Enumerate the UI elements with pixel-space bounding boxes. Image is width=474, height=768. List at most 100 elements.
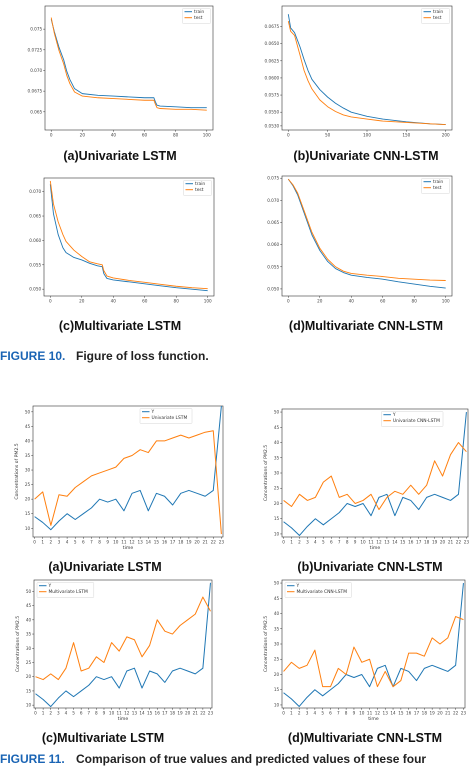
pred-multi-cnn-lstm-ytick-label: 45 bbox=[274, 596, 280, 601]
pred-uni-cnn-lstm-ytick-label: 40 bbox=[274, 440, 280, 445]
pred-multi-lstm-xtick-label: 0 bbox=[34, 711, 37, 716]
pred-uni-cnn-lstm-legend-label: Y bbox=[392, 412, 396, 418]
pred-multi-lstm-xtick-label: 1 bbox=[42, 711, 45, 716]
figure10-label: FIGURE 10. bbox=[0, 349, 65, 363]
pred-uni-lstm-xtick-label: 9 bbox=[106, 540, 109, 545]
pred-multi-cnn-lstm-xlabel: time bbox=[368, 716, 379, 722]
loss-uni-cnn-lstm-legend-box bbox=[421, 8, 450, 24]
pred-uni-lstm-xtick-label: 19 bbox=[186, 540, 192, 545]
pred-uni-lstm-series-blue-line bbox=[34, 406, 222, 531]
pred-multi-lstm-xtick-label: 16 bbox=[155, 711, 161, 716]
pred-multi-cnn-lstm-ytick-label: 25 bbox=[274, 657, 280, 662]
pred-multi-cnn-lstm-xtick-label: 15 bbox=[398, 711, 404, 716]
pred-uni-lstm-xtick-label: 22 bbox=[211, 540, 217, 545]
loss-uni-cnn-lstm-ytick-label: 0.0625 bbox=[265, 58, 280, 63]
pred-multi-cnn-lstm-xtick-label: 5 bbox=[321, 711, 324, 716]
pred-uni-lstm-xtick-label: 0 bbox=[33, 540, 36, 545]
pred-uni-cnn-lstm-ytick-label: 15 bbox=[274, 516, 280, 521]
pred-uni-lstm-ylabel: Concentrations of PM2.5 bbox=[14, 443, 20, 499]
pred-uni-cnn-lstm-plot-frame bbox=[281, 408, 469, 538]
pred-multi-cnn-lstm-ytick-label: 50 bbox=[274, 581, 280, 586]
loss-uni-lstm-xtick-label: 20 bbox=[80, 133, 86, 138]
loss-uni-cnn-lstm-ytick-label: 0.0675 bbox=[265, 24, 280, 29]
pred-multi-lstm-series-orange-line bbox=[35, 596, 211, 681]
pred-multi-lstm-ytick-label: 20 bbox=[26, 674, 32, 679]
pred-multi-lstm-xtick-label: 10 bbox=[109, 711, 115, 716]
pred-multi-lstm-xtick-label: 4 bbox=[65, 711, 68, 716]
pred-uni-cnn-lstm-xtick-label: 17 bbox=[416, 540, 422, 545]
figure11-label: FIGURE 11. bbox=[0, 752, 65, 766]
loss-uni-cnn-lstm-ytick-label: 0.0600 bbox=[265, 75, 280, 80]
pred-multi-lstm-plot-frame bbox=[33, 579, 213, 709]
pred-uni-cnn-lstm-legend-label: Univariate CNN-LSTM bbox=[393, 418, 440, 424]
loss-uni-cnn-lstm-ytick-label: 0.0550 bbox=[265, 110, 280, 115]
pred-multi-cnn-lstm-xtick-label: 20 bbox=[437, 711, 443, 716]
pred-multi-cnn-lstm-ytick-label: 20 bbox=[274, 672, 280, 677]
pred-multi-cnn-lstm-xtick-label: 18 bbox=[422, 711, 428, 716]
loss-uni-cnn-lstm-xtick-label: 100 bbox=[363, 133, 371, 138]
loss-multi-lstm-legend-label: train bbox=[195, 181, 205, 187]
pred-uni-cnn-lstm-xlabel: time bbox=[370, 545, 381, 551]
pred-multi-cnn-lstm-xtick-label: 3 bbox=[306, 711, 309, 716]
pred-uni-cnn-lstm-xtick-label: 12 bbox=[376, 540, 382, 545]
pred-uni-lstm-xtick-label: 5 bbox=[74, 540, 77, 545]
pred-uni-lstm-xtick-label: 23 bbox=[219, 540, 225, 545]
pred-multi-lstm-ytick-label: 50 bbox=[26, 589, 32, 594]
pred-uni-cnn-lstm-series-blue-line bbox=[283, 412, 467, 536]
pred-uni-lstm-xtick-label: 4 bbox=[66, 540, 69, 545]
pred-uni-cnn-lstm-xtick-label: 13 bbox=[384, 540, 390, 545]
loss-uni-lstm-legend-label: test bbox=[194, 15, 203, 21]
pred-multi-cnn-lstm-legend-label: Y bbox=[296, 583, 300, 589]
pred-multi-cnn-lstm-xtick-label: 2 bbox=[298, 711, 301, 716]
pred-uni-cnn-lstm-xtick-label: 11 bbox=[368, 540, 374, 545]
loss-uni-lstm-plot-frame bbox=[44, 5, 214, 131]
pred-uni-cnn-lstm-xtick-label: 4 bbox=[314, 540, 317, 545]
loss-uni-cnn-lstm-ytick-label: 0.0575 bbox=[265, 93, 280, 98]
pred-uni-lstm-xtick-label: 17 bbox=[170, 540, 176, 545]
loss-multi-cnn-lstm-series-blue-line bbox=[287, 178, 446, 289]
pred-uni-cnn-lstm-ytick-label: 35 bbox=[274, 455, 280, 460]
loss-uni-cnn-lstm-xtick-label: 50 bbox=[325, 133, 331, 138]
pred-uni-cnn-lstm-caption: (b)Univariate CNN-LSTM bbox=[297, 560, 442, 574]
pred-multi-lstm-ytick-label: 45 bbox=[26, 603, 32, 608]
pred-multi-lstm-ytick-label: 40 bbox=[26, 617, 32, 622]
pred-multi-lstm-legend-label: Y bbox=[48, 583, 52, 589]
loss-multi-lstm-ytick-label: 0.050 bbox=[29, 287, 41, 292]
pred-multi-lstm-series-blue-line bbox=[35, 582, 211, 708]
loss-uni-lstm-ytick-label: 0.075 bbox=[30, 27, 42, 32]
pred-uni-lstm-ytick-label: 25 bbox=[25, 482, 31, 487]
loss-uni-cnn-lstm-chart: 0 50 100 150 200 0.0530 0.0550 0.0575 0.0600 0.06… bbox=[265, 5, 453, 163]
pred-uni-cnn-lstm-ytick-label: 45 bbox=[274, 425, 280, 430]
pred-multi-lstm-xtick-label: 11 bbox=[117, 711, 123, 716]
loss-multi-lstm-xtick-label: 100 bbox=[204, 299, 212, 304]
pred-uni-lstm-ytick-label: 30 bbox=[25, 468, 31, 473]
loss-multi-lstm-xtick-label: 0 bbox=[49, 299, 52, 304]
pred-multi-lstm-legend-label: Multivariate LSTM bbox=[49, 589, 88, 595]
loss-uni-lstm-xtick-label: 80 bbox=[173, 133, 179, 138]
pred-multi-cnn-lstm-plot-frame bbox=[281, 579, 466, 709]
pred-multi-cnn-lstm-xtick-label: 1 bbox=[290, 711, 293, 716]
pred-multi-lstm-xtick-label: 3 bbox=[57, 711, 60, 716]
loss-uni-lstm-series-orange-line bbox=[50, 17, 207, 111]
loss-multi-cnn-lstm-ytick-label: 0.065 bbox=[267, 220, 279, 225]
pred-uni-cnn-lstm-xtick-label: 1 bbox=[290, 540, 293, 545]
pred-uni-cnn-lstm-ytick-label: 30 bbox=[274, 471, 280, 476]
pred-uni-cnn-lstm-series-orange-line bbox=[283, 442, 467, 511]
pred-multi-lstm-ytick-label: 25 bbox=[26, 660, 32, 665]
pred-uni-cnn-lstm-xtick-label: 22 bbox=[456, 540, 462, 545]
loss-uni-cnn-lstm-legend-label: test bbox=[433, 15, 442, 21]
loss-uni-lstm-legend-box bbox=[182, 8, 211, 24]
loss-multi-lstm-ytick-label: 0.070 bbox=[29, 189, 41, 194]
pred-multi-cnn-lstm-ytick-label: 40 bbox=[274, 611, 280, 616]
loss-multi-lstm-ytick-label: 0.055 bbox=[29, 262, 41, 267]
pred-uni-cnn-lstm-xtick-label: 7 bbox=[338, 540, 341, 545]
loss-uni-lstm-series-blue-line bbox=[50, 19, 207, 109]
pred-multi-cnn-lstm-chart: 0 1 2 3 4 5 6 7 8 9 10 11 12 13 14 15 16 17 18 19 20 21 22 2310… bbox=[263, 579, 466, 745]
pred-multi-lstm-ylabel: Concentrations of PM2.5 bbox=[15, 616, 21, 672]
pred-multi-cnn-lstm-xtick-label: 16 bbox=[406, 711, 412, 716]
pred-uni-lstm-xtick-label: 10 bbox=[113, 540, 119, 545]
